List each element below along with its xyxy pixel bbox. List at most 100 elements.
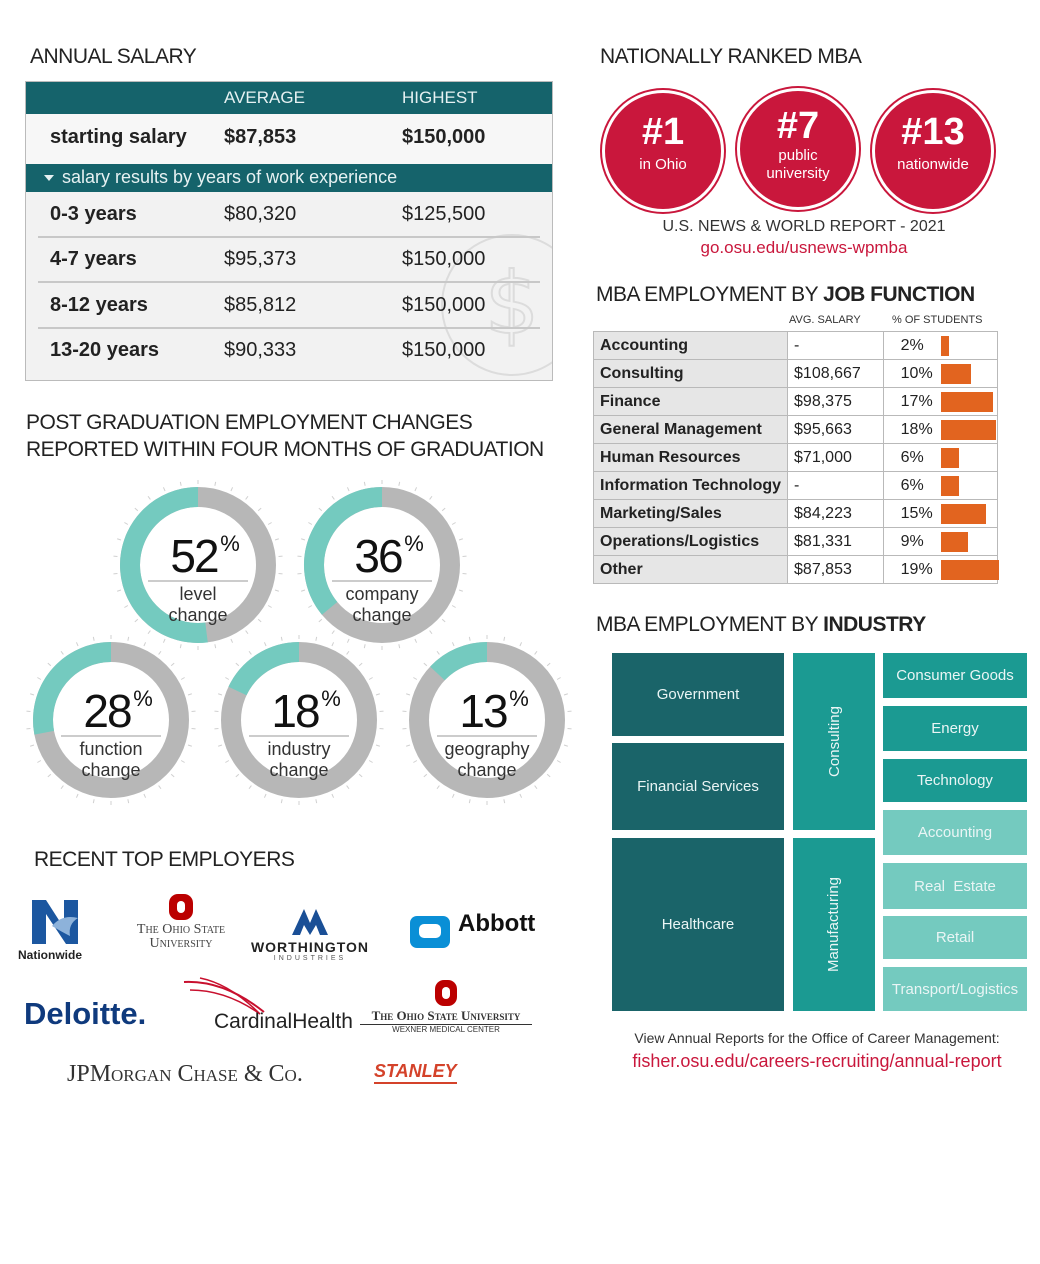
jpmorgan-logo: JPMorgan Chase & Co.: [67, 1061, 303, 1087]
tick-mark: [92, 799, 95, 804]
tick-mark: [519, 793, 523, 798]
avg-salary-cell: $84,223: [787, 499, 884, 528]
tick-mark: [346, 487, 350, 492]
tick-mark: [519, 642, 523, 647]
percent-label: 18%: [900, 421, 933, 438]
salary-header-row: AVERAGE HIGHEST: [26, 82, 552, 114]
percent-cell: 6%: [882, 443, 999, 472]
percent-label: 10%: [900, 365, 933, 382]
tick-mark: [230, 638, 234, 643]
dollar-watermark-icon: $: [441, 234, 552, 376]
tick-mark: [375, 693, 380, 696]
percent-bar: [940, 560, 999, 580]
tick-mark: [274, 538, 279, 541]
percent-bar: [940, 336, 949, 356]
tick-mark: [134, 507, 139, 512]
avg-salary-cell: -: [787, 471, 884, 500]
job-function-label: Accounting: [592, 331, 789, 360]
tick-mark: [75, 642, 79, 647]
tick-mark: [245, 630, 249, 635]
tick-mark: [375, 744, 380, 747]
job-function-label: Human Resources: [592, 443, 789, 472]
deloitte-logo: Deloitte.: [24, 996, 147, 1031]
tick-mark: [92, 636, 95, 641]
tick-mark: [346, 638, 350, 643]
nationwide-logo: Nationwide: [18, 896, 100, 966]
table-row: General Management $95,663 18%: [592, 415, 999, 444]
tick-mark: [117, 589, 122, 592]
osu-logo: The Ohio State University: [126, 892, 236, 952]
ranking-source: U.S. NEWS & WORLD REPORT - 2021: [662, 218, 946, 235]
donut-category-label: function: [79, 739, 142, 759]
donut-category-label: change: [168, 605, 227, 625]
table-row: 4-7 years $95,373 $150,000: [26, 237, 552, 283]
donut-slice: [430, 642, 488, 681]
tick-mark: [60, 785, 64, 790]
percent-cell: 2%: [882, 331, 999, 360]
starting-label: starting salary: [50, 126, 187, 148]
industry-title: MBA EMPLOYMENT BY INDUSTRY: [596, 613, 926, 636]
tick-mark: [143, 793, 147, 798]
table-row: 0-3 years $80,320 $125,500: [26, 192, 552, 238]
industry-transport-logistics: Transport/Logistics: [883, 967, 1027, 1011]
tick-mark: [235, 662, 240, 667]
tick-mark: [406, 693, 411, 696]
tick-mark: [534, 650, 538, 655]
tick-mark: [179, 644, 182, 649]
percent-cell: 15%: [882, 499, 999, 528]
stanley-logo: STANLEY: [374, 1061, 457, 1084]
reports-link[interactable]: fisher.osu.edu/careers-recruiting/annual…: [632, 1051, 1002, 1071]
tick-mark: [368, 677, 373, 680]
avg-salary-cell: $98,375: [787, 387, 884, 416]
tick-mark: [147, 495, 151, 500]
tick-mark: [179, 481, 182, 486]
avg-salary-cell: -: [787, 331, 884, 360]
industry-government: Government: [612, 653, 784, 736]
starting-highest: $150,000: [402, 126, 486, 148]
col-average: AVERAGE: [224, 88, 305, 107]
tick-mark: [451, 793, 455, 798]
tick-mark: [346, 785, 350, 790]
tick-mark: [451, 642, 455, 647]
tick-mark: [143, 642, 147, 647]
tick-mark: [546, 662, 551, 667]
tick-mark: [331, 495, 335, 500]
tick-mark: [318, 507, 323, 512]
industry-manufacturing: Manufacturing: [793, 838, 875, 1011]
experience-header: salary results by years of work experien…: [26, 164, 552, 192]
tick-mark: [363, 644, 366, 649]
tick-mark: [187, 744, 192, 747]
tick-mark: [503, 799, 506, 804]
job-function-label: Marketing/Sales: [592, 499, 789, 528]
tick-mark: [267, 522, 272, 525]
industry-real-estate: Real Estate: [883, 863, 1027, 909]
tick-mark: [248, 785, 252, 790]
tick-mark: [441, 507, 446, 512]
tick-mark: [162, 638, 166, 643]
donut-category-label: company: [345, 584, 418, 604]
donut-category-label: change: [81, 760, 140, 780]
donut-category-label: geography: [444, 739, 529, 759]
tick-mark: [458, 538, 463, 541]
ranking-link[interactable]: go.osu.edu/usnews-wpmba: [700, 238, 908, 257]
svg-text:$: $: [485, 254, 540, 354]
donut-category-label: level: [179, 584, 216, 604]
rank-circle: #1 in Ohio: [602, 90, 724, 212]
tick-mark: [546, 773, 551, 778]
percent-cell: 17%: [882, 387, 999, 416]
tick-mark: [315, 636, 318, 641]
percent-bar: [940, 504, 987, 524]
tick-mark: [423, 773, 428, 778]
tick-mark: [280, 799, 283, 804]
tick-mark: [358, 662, 363, 667]
tick-mark: [257, 507, 262, 512]
tick-mark: [563, 744, 568, 747]
avg-salary-cell: $87,853: [787, 555, 884, 584]
percent-label: 6%: [900, 477, 924, 494]
tick-mark: [413, 760, 418, 763]
caret-down-icon: [44, 175, 54, 181]
tick-mark: [563, 693, 568, 696]
worthington-logo: WORTHINGTON INDUSTRIES: [250, 905, 370, 962]
industry-financial-services: Financial Services: [612, 743, 784, 830]
